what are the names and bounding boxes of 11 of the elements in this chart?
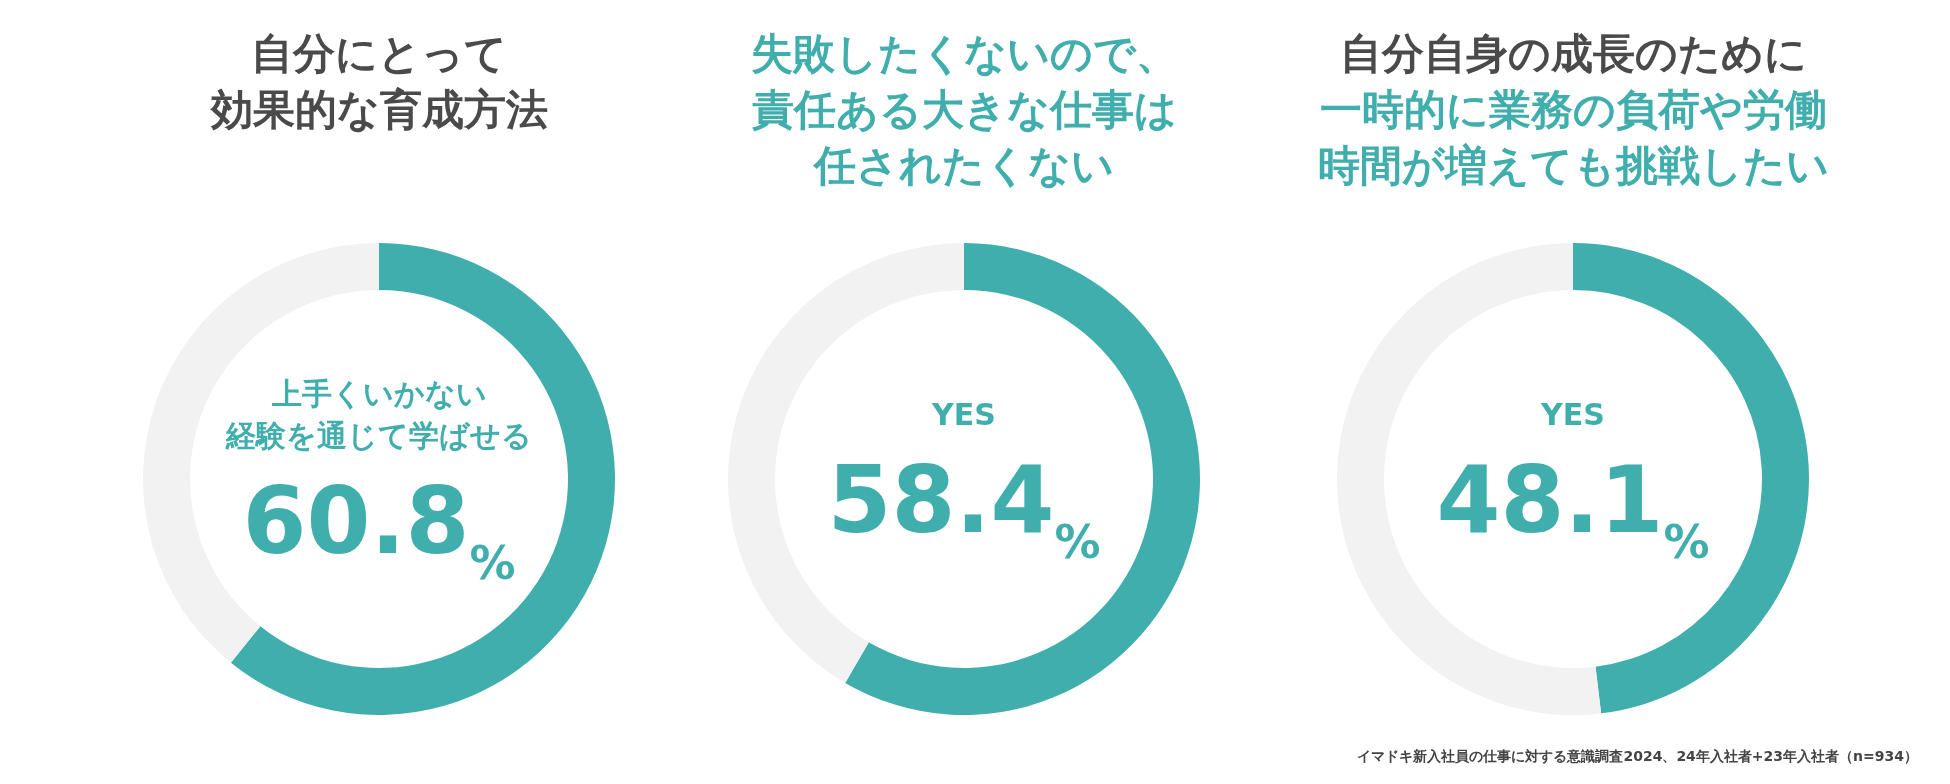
data-label: 60.8% [242,467,516,590]
data-label: 58.4% [827,446,1101,569]
text: イマドキ新入社員の仕事に対する意識調査2024、24年入社者+23年入社者（n=934） [1357,748,1919,764]
slice-label: YES [931,396,996,432]
chart-title: 自分自身の成長のために [1339,28,1807,78]
slice-label: YES [1540,396,1605,432]
chart-title: 自分にとって効果的な育成方法 [209,28,548,134]
chart-subtitle: 失敗したくないので、責任ある大きな仕事は任されたくない [750,28,1178,190]
data-label: 48.1% [1436,446,1710,569]
slice-label: 上手くいかない経験を通じて学ばせる [225,375,532,453]
chart-subtitle: 一時的に業務の負荷や労働時間が増えても挑戦したい [1317,84,1829,190]
